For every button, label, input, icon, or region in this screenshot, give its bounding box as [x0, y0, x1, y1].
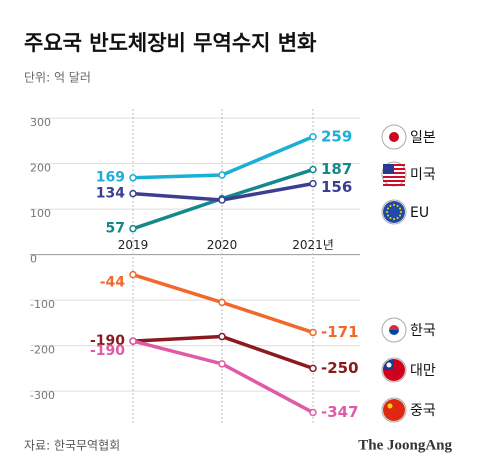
data-label: -171 — [321, 323, 359, 341]
legend-flag — [381, 199, 407, 225]
data-point — [309, 328, 317, 337]
flag-part — [383, 164, 394, 174]
y-tick-label: 0 — [30, 253, 37, 266]
y-tick-label: 100 — [30, 207, 51, 220]
flag-part — [383, 184, 405, 186]
flag-part — [383, 176, 405, 178]
legend-label: 중국 — [410, 403, 436, 419]
data-label: 156 — [321, 178, 352, 196]
data-point — [309, 179, 317, 188]
data-point — [129, 224, 137, 233]
data-point — [218, 298, 226, 307]
flag-part — [386, 211, 388, 213]
flag-part — [386, 207, 389, 210]
data-point — [129, 189, 137, 198]
data-point — [309, 133, 317, 141]
data-point — [129, 337, 137, 345]
x-tick-label: 2020 — [207, 238, 238, 252]
flag-part — [387, 403, 393, 409]
flag-part — [383, 201, 405, 223]
data-label: -250 — [321, 359, 359, 377]
source: 자료: 한국무역협회 — [24, 439, 120, 453]
x-tick-label: 2021년 — [292, 238, 334, 252]
flag-part — [383, 180, 405, 182]
legend-label: 미국 — [410, 167, 436, 183]
flag-part — [399, 207, 402, 210]
data-label: 187 — [321, 160, 352, 178]
legend-label: 대만 — [410, 363, 436, 379]
flag-part — [386, 362, 392, 368]
flag-part — [389, 325, 399, 330]
data-point — [309, 165, 317, 174]
data-point — [218, 171, 226, 179]
legend-label: 한국 — [410, 323, 436, 339]
data-point — [129, 173, 137, 182]
legend-flag — [381, 161, 407, 187]
flag-part — [389, 330, 399, 335]
legend-flag — [381, 317, 407, 343]
flag-part — [396, 217, 399, 220]
unit-label: 단위: 억 달러 — [24, 71, 91, 85]
y-tick-label: 300 — [30, 116, 51, 129]
y-tick-label: -100 — [30, 298, 55, 311]
data-point — [309, 408, 317, 417]
flag-part — [386, 214, 389, 217]
legend-label: EU — [410, 205, 429, 221]
flag-part — [389, 217, 392, 220]
data-label: -347 — [321, 403, 359, 421]
data-label: -190 — [90, 333, 125, 349]
y-tick-label: 200 — [30, 162, 51, 175]
data-label: -44 — [100, 275, 126, 291]
data-label: 169 — [96, 170, 125, 186]
y-tick-label: -300 — [30, 389, 55, 402]
flag-part — [389, 204, 392, 207]
data-label: 134 — [96, 186, 125, 202]
data-point — [309, 364, 317, 373]
data-point — [129, 270, 137, 279]
x-tick-label: 2019 — [118, 238, 149, 252]
legend-flag — [381, 357, 407, 383]
legend-label: 일본 — [410, 130, 436, 146]
y-tick-label: -200 — [30, 344, 55, 357]
data-label: 259 — [321, 127, 352, 145]
data-point — [218, 360, 226, 368]
flag-part — [399, 214, 402, 217]
flag-part — [400, 211, 402, 213]
flag-part — [396, 204, 399, 207]
legend-flag — [381, 397, 407, 423]
data-label: -190 — [90, 343, 125, 359]
flag-part — [393, 204, 395, 206]
chart-title: 주요국 반도체장비 무역수지 변화 — [24, 31, 317, 55]
flag-part — [393, 218, 395, 220]
legend-flag — [381, 124, 407, 150]
data-point — [218, 196, 226, 204]
brand: The JoongAng — [358, 437, 452, 453]
data-label: 57 — [106, 221, 125, 237]
flag-part — [389, 132, 399, 142]
data-point — [218, 332, 226, 341]
flag-part — [383, 399, 405, 421]
